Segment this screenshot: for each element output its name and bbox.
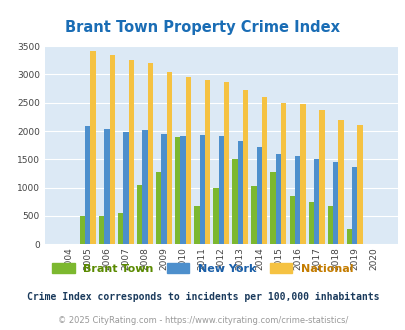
Bar <box>270 172 275 244</box>
Bar <box>332 162 337 244</box>
Bar <box>166 72 172 244</box>
Bar <box>351 167 356 244</box>
Bar <box>224 82 229 244</box>
Bar <box>218 136 224 244</box>
Bar <box>104 129 109 244</box>
Bar <box>213 188 218 244</box>
Bar <box>232 159 237 244</box>
Bar <box>337 120 343 244</box>
Bar <box>327 206 332 244</box>
Bar <box>199 135 205 244</box>
Bar <box>123 132 128 244</box>
Bar <box>308 202 313 244</box>
Bar <box>280 103 286 244</box>
Bar <box>136 185 142 244</box>
Bar <box>313 159 318 244</box>
Bar <box>205 80 210 244</box>
Text: Brant Town Property Crime Index: Brant Town Property Crime Index <box>65 20 340 35</box>
Bar <box>275 154 280 244</box>
Bar <box>90 51 96 244</box>
Bar <box>142 130 147 244</box>
Text: © 2025 CityRating.com - https://www.cityrating.com/crime-statistics/: © 2025 CityRating.com - https://www.city… <box>58 315 347 325</box>
Bar <box>256 148 262 244</box>
Bar <box>194 206 199 244</box>
Bar <box>109 55 115 244</box>
Bar <box>299 105 305 244</box>
Bar <box>289 196 294 244</box>
Bar <box>294 156 299 244</box>
Bar <box>356 125 362 244</box>
Bar <box>262 97 267 244</box>
Bar <box>85 126 90 244</box>
Bar <box>185 77 191 244</box>
Text: Crime Index corresponds to incidents per 100,000 inhabitants: Crime Index corresponds to incidents per… <box>27 292 378 302</box>
Bar <box>251 186 256 244</box>
Bar <box>237 141 243 244</box>
Bar <box>156 172 161 244</box>
Legend: Brant Town, New York, National: Brant Town, New York, National <box>52 263 353 274</box>
Bar <box>180 136 185 244</box>
Bar <box>318 110 324 244</box>
Bar <box>346 229 351 244</box>
Bar <box>80 216 85 244</box>
Bar <box>243 90 248 244</box>
Bar <box>147 63 153 244</box>
Bar <box>98 216 104 244</box>
Bar <box>128 60 134 244</box>
Bar <box>117 213 123 244</box>
Bar <box>161 134 166 244</box>
Bar <box>175 137 180 244</box>
